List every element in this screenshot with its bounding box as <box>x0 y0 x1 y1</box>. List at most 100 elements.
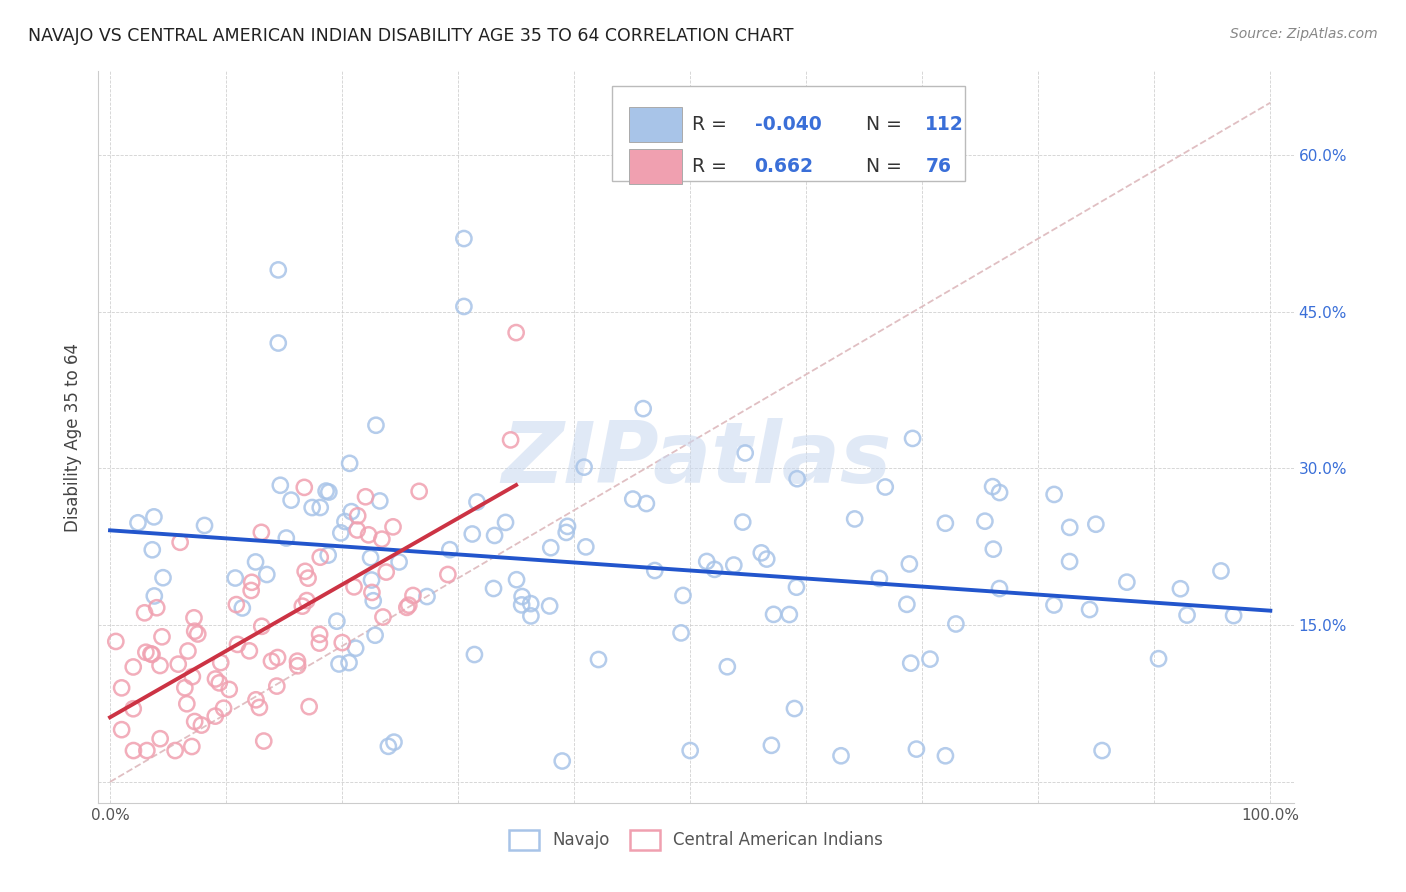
Central American Indians <box>204 672 226 686</box>
Navajo <box>918 652 941 666</box>
Central American Indians <box>309 550 332 565</box>
Navajo <box>328 657 350 671</box>
Text: -0.040: -0.040 <box>755 115 821 135</box>
Navajo <box>900 656 922 670</box>
Central American Indians <box>183 714 205 729</box>
Navajo <box>1059 555 1081 569</box>
Navajo <box>1059 520 1081 534</box>
Navajo <box>193 518 215 533</box>
Navajo <box>1147 651 1170 665</box>
Navajo <box>360 550 382 565</box>
Central American Indians <box>382 520 405 534</box>
Navajo <box>538 599 561 613</box>
Navajo <box>778 607 800 622</box>
Text: NAVAJO VS CENTRAL AMERICAN INDIAN DISABILITY AGE 35 TO 64 CORRELATION CHART: NAVAJO VS CENTRAL AMERICAN INDIAN DISABI… <box>28 27 793 45</box>
Navajo <box>1091 743 1114 757</box>
Navajo <box>337 656 360 670</box>
Navajo <box>1209 564 1232 578</box>
Navajo <box>844 512 866 526</box>
Central American Indians <box>238 644 260 658</box>
Navajo <box>465 495 488 509</box>
Navajo <box>786 472 808 486</box>
Central American Indians <box>212 701 235 715</box>
Navajo <box>152 571 174 585</box>
Text: R =: R = <box>692 115 734 135</box>
Navajo <box>510 598 533 612</box>
Navajo <box>382 735 405 749</box>
Central American Indians <box>149 658 172 673</box>
Navajo <box>896 598 918 612</box>
Navajo <box>934 516 956 531</box>
Central American Indians <box>330 635 353 649</box>
Navajo <box>301 500 323 515</box>
Navajo <box>495 516 517 530</box>
Central American Indians <box>260 654 283 668</box>
Central American Indians <box>204 709 226 723</box>
Central American Indians <box>208 676 231 690</box>
Text: N =: N = <box>866 157 907 176</box>
Central American Indians <box>298 699 321 714</box>
Navajo <box>416 590 439 604</box>
Text: N =: N = <box>866 115 907 135</box>
Navajo <box>945 617 967 632</box>
Navajo <box>505 573 527 587</box>
Navajo <box>231 601 253 615</box>
Navajo <box>482 582 505 596</box>
Navajo <box>520 608 543 623</box>
Navajo <box>339 456 361 470</box>
Navajo <box>988 485 1011 500</box>
Central American Indians <box>398 598 420 612</box>
Central American Indians <box>122 660 145 674</box>
Navajo <box>981 480 1004 494</box>
Navajo <box>267 263 290 277</box>
Navajo <box>555 525 578 540</box>
Navajo <box>267 336 290 351</box>
Text: 112: 112 <box>925 115 965 135</box>
Navajo <box>340 505 363 519</box>
Navajo <box>669 626 692 640</box>
Navajo <box>588 652 610 666</box>
Central American Indians <box>139 647 162 661</box>
Central American Indians <box>240 583 263 598</box>
Navajo <box>830 748 852 763</box>
Navajo <box>318 485 340 500</box>
Navajo <box>316 548 339 562</box>
Central American Indians <box>346 508 368 523</box>
Central American Indians <box>295 593 318 607</box>
Central American Indians <box>141 648 163 662</box>
Navajo <box>344 641 367 656</box>
Navajo <box>785 580 807 594</box>
Central American Indians <box>357 528 380 542</box>
Central American Indians <box>505 326 527 340</box>
Navajo <box>326 614 349 628</box>
Navajo <box>463 648 485 662</box>
Central American Indians <box>402 589 425 603</box>
Navajo <box>453 231 475 245</box>
Central American Indians <box>266 679 288 693</box>
Navajo <box>461 527 484 541</box>
Central American Indians <box>291 599 314 614</box>
Central American Indians <box>176 697 198 711</box>
Central American Indians <box>437 567 460 582</box>
Central American Indians <box>165 743 187 757</box>
Navajo <box>696 554 718 568</box>
Navajo <box>783 701 806 715</box>
Text: 76: 76 <box>925 157 952 176</box>
Navajo <box>280 493 302 508</box>
FancyBboxPatch shape <box>628 149 682 184</box>
Central American Indians <box>361 585 384 599</box>
Central American Indians <box>180 739 202 754</box>
Navajo <box>439 542 461 557</box>
Central American Indians <box>111 681 134 695</box>
Central American Indians <box>218 682 240 697</box>
Central American Indians <box>104 634 127 648</box>
Navajo <box>360 573 382 587</box>
Central American Indians <box>354 490 377 504</box>
Legend: Navajo, Central American Indians: Navajo, Central American Indians <box>502 823 890 856</box>
Navajo <box>224 571 246 585</box>
Central American Indians <box>408 484 430 499</box>
Navajo <box>1222 608 1244 623</box>
Navajo <box>734 446 756 460</box>
Navajo <box>1175 608 1198 623</box>
Navajo <box>934 748 956 763</box>
